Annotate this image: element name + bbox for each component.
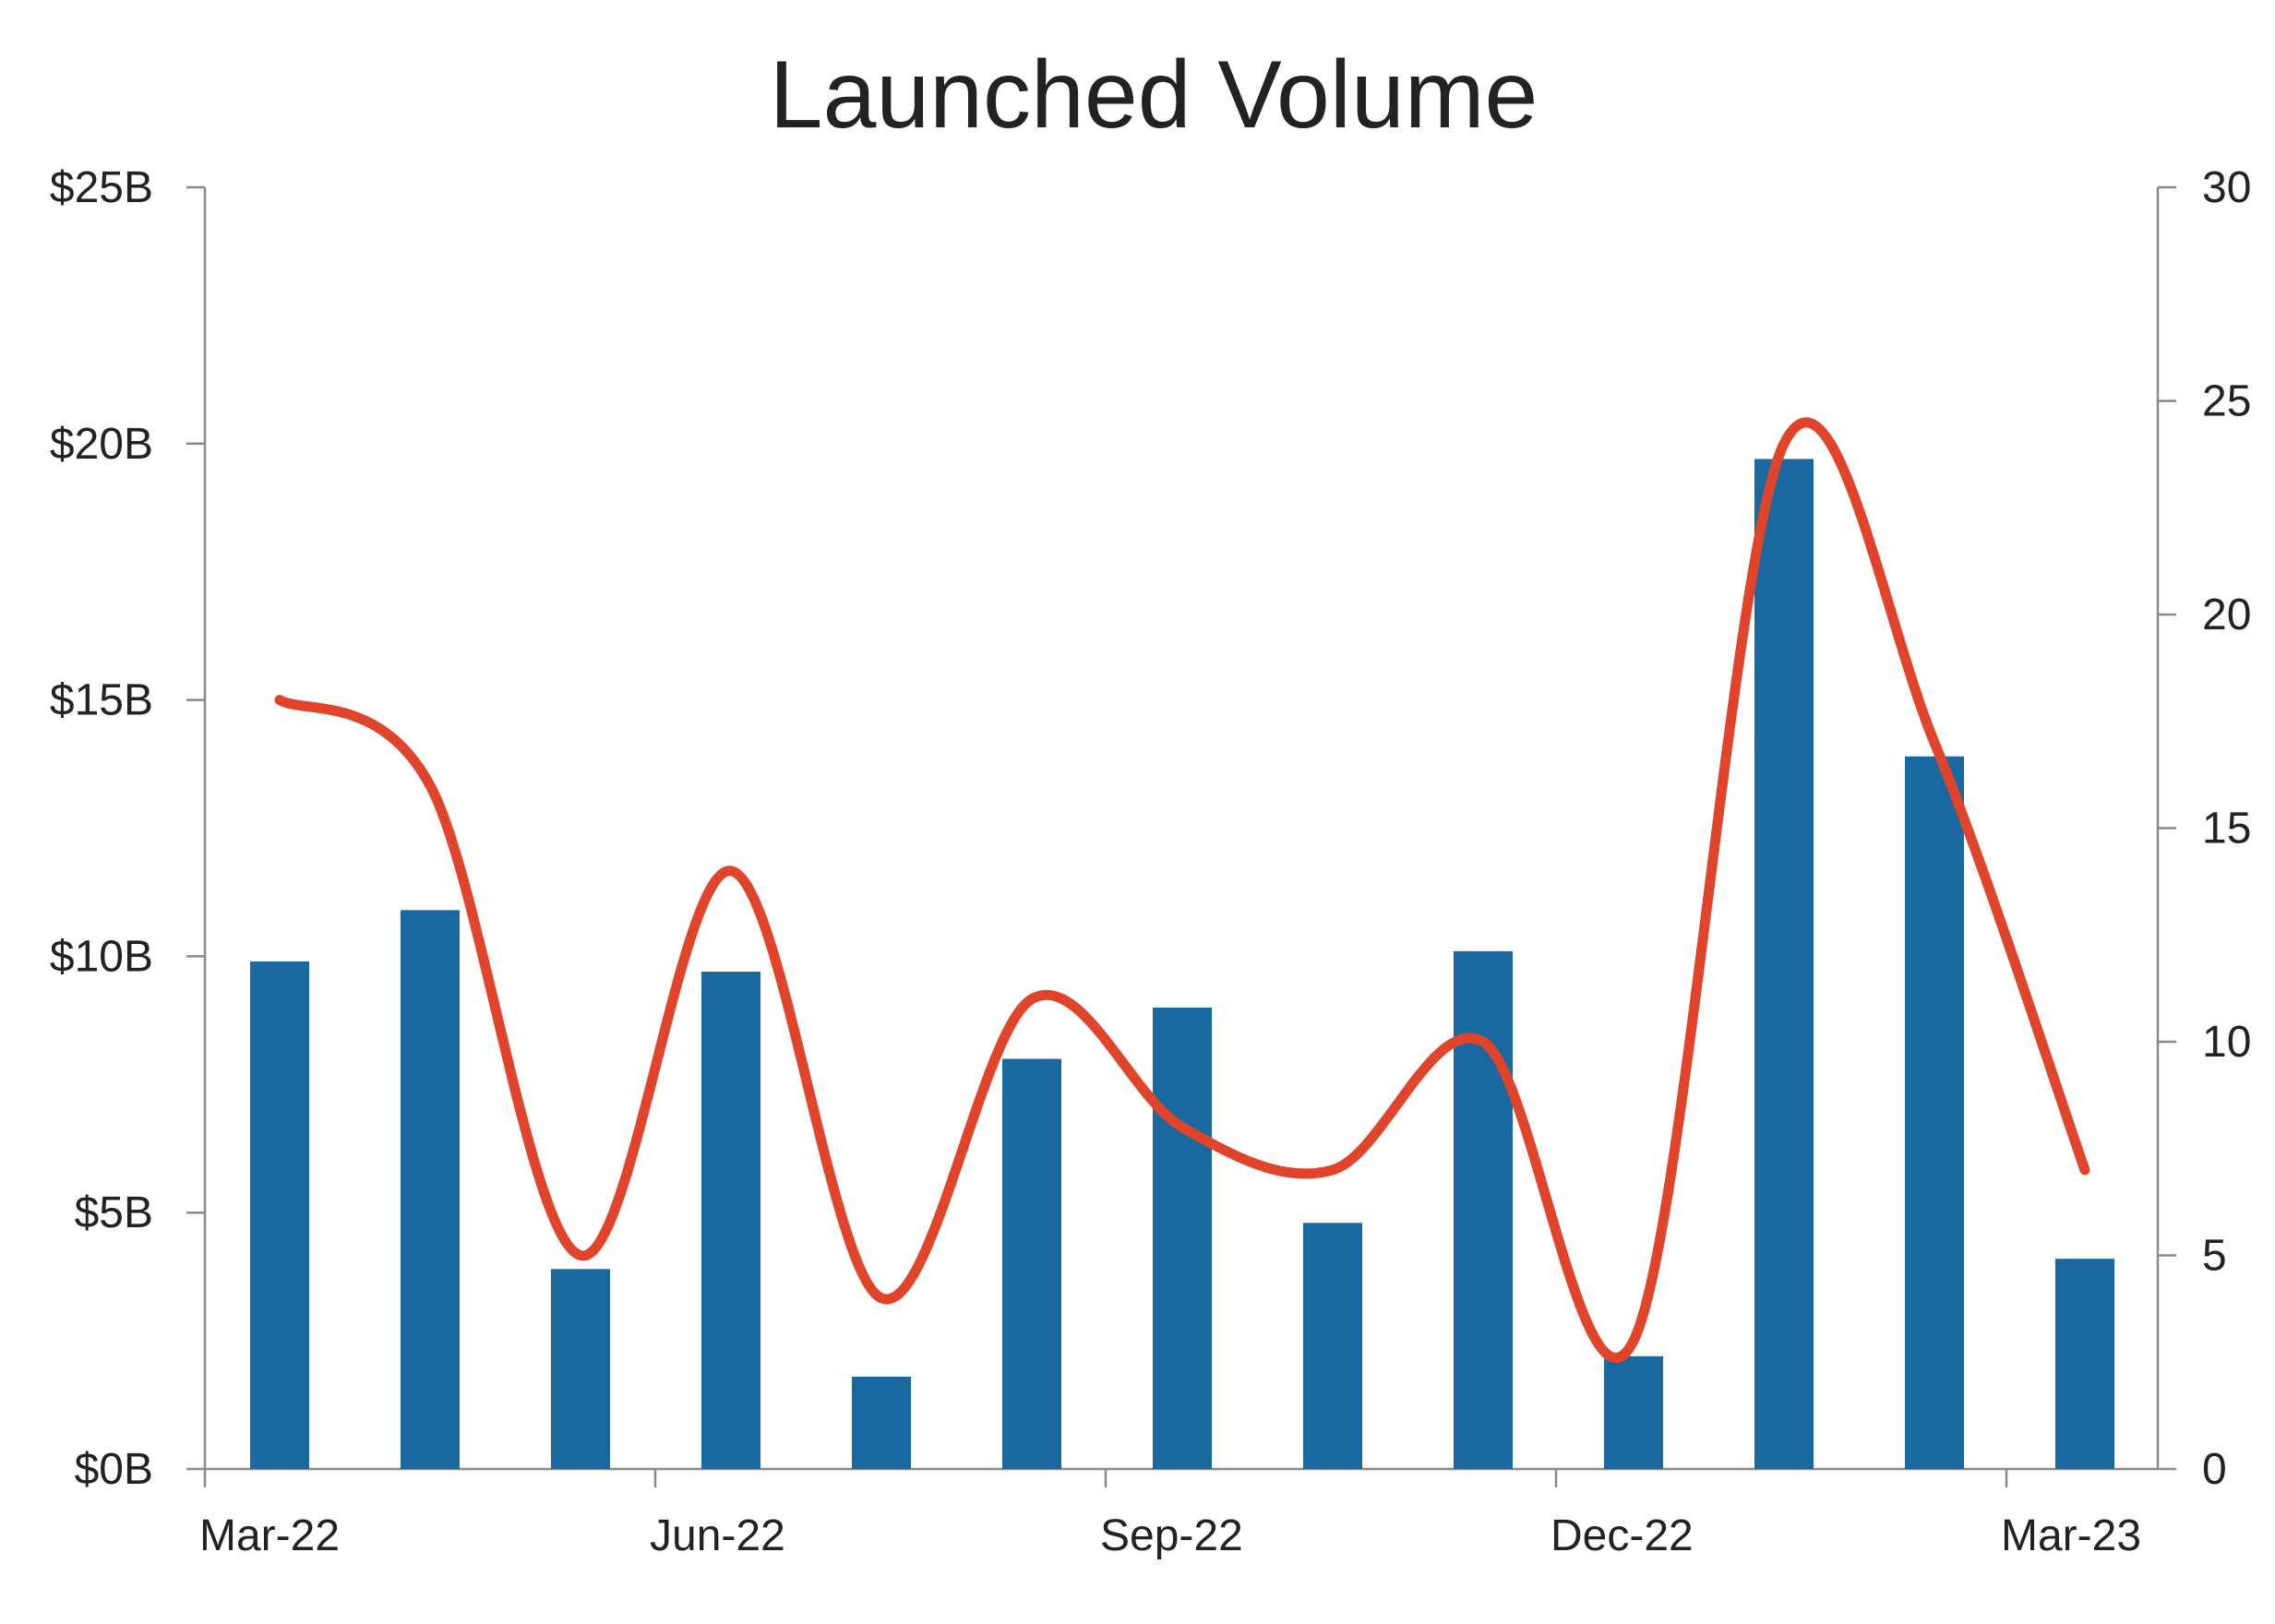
bar-series xyxy=(250,459,2114,1469)
left-tick-label: $0B xyxy=(75,1445,153,1494)
right-tick-label: 30 xyxy=(2202,163,2251,212)
bar-sep-22 xyxy=(1153,1007,1212,1469)
line-series xyxy=(274,417,2090,1363)
left-tick-label: $20B xyxy=(50,420,153,469)
bar-apr-22 xyxy=(401,910,460,1469)
right-tick-label: 0 xyxy=(2202,1445,2227,1494)
bar-mar-22 xyxy=(250,961,309,1469)
x-tick-label: Jun-22 xyxy=(650,1511,785,1560)
x-tick-label: Mar-22 xyxy=(199,1511,340,1560)
left-tick-label: $5B xyxy=(75,1188,153,1237)
right-tick-label: 15 xyxy=(2202,805,2251,854)
bar-may-22 xyxy=(551,1269,610,1469)
bar-aug-22 xyxy=(1002,1058,1061,1469)
bar-jul-22 xyxy=(852,1376,911,1469)
x-axis-ticks: Mar-22 Jun-22 Sep-22 Dec-22 Mar-23 xyxy=(199,1469,2141,1560)
x-tick-label: Mar-23 xyxy=(2001,1511,2141,1560)
bar-jun-22 xyxy=(701,972,760,1469)
right-y-ticks: 0 5 10 15 20 25 30 xyxy=(2158,163,2251,1494)
bar-oct-22 xyxy=(1303,1223,1362,1469)
bar-jan-23 xyxy=(1754,459,1814,1469)
bar-dec-22 xyxy=(1604,1355,1663,1469)
right-tick-label: 20 xyxy=(2202,591,2251,639)
bar-nov-22 xyxy=(1454,950,1513,1469)
left-y-ticks: $0B $5B $10B $15B $20B $25B xyxy=(50,163,205,1494)
bar-feb-23 xyxy=(1905,756,1964,1469)
left-tick-label: $10B xyxy=(50,932,153,981)
right-tick-label: 25 xyxy=(2202,377,2251,426)
right-tick-label: 10 xyxy=(2202,1018,2251,1067)
x-tick-label: Sep-22 xyxy=(1100,1511,1243,1560)
x-tick-label: Dec-22 xyxy=(1551,1511,1694,1560)
left-tick-label: $25B xyxy=(50,163,153,212)
chart-title: Launched Volume xyxy=(770,42,1539,149)
bar-mar-23 xyxy=(2055,1259,2114,1469)
left-tick-label: $15B xyxy=(50,676,153,725)
right-tick-label: 5 xyxy=(2202,1232,2227,1281)
